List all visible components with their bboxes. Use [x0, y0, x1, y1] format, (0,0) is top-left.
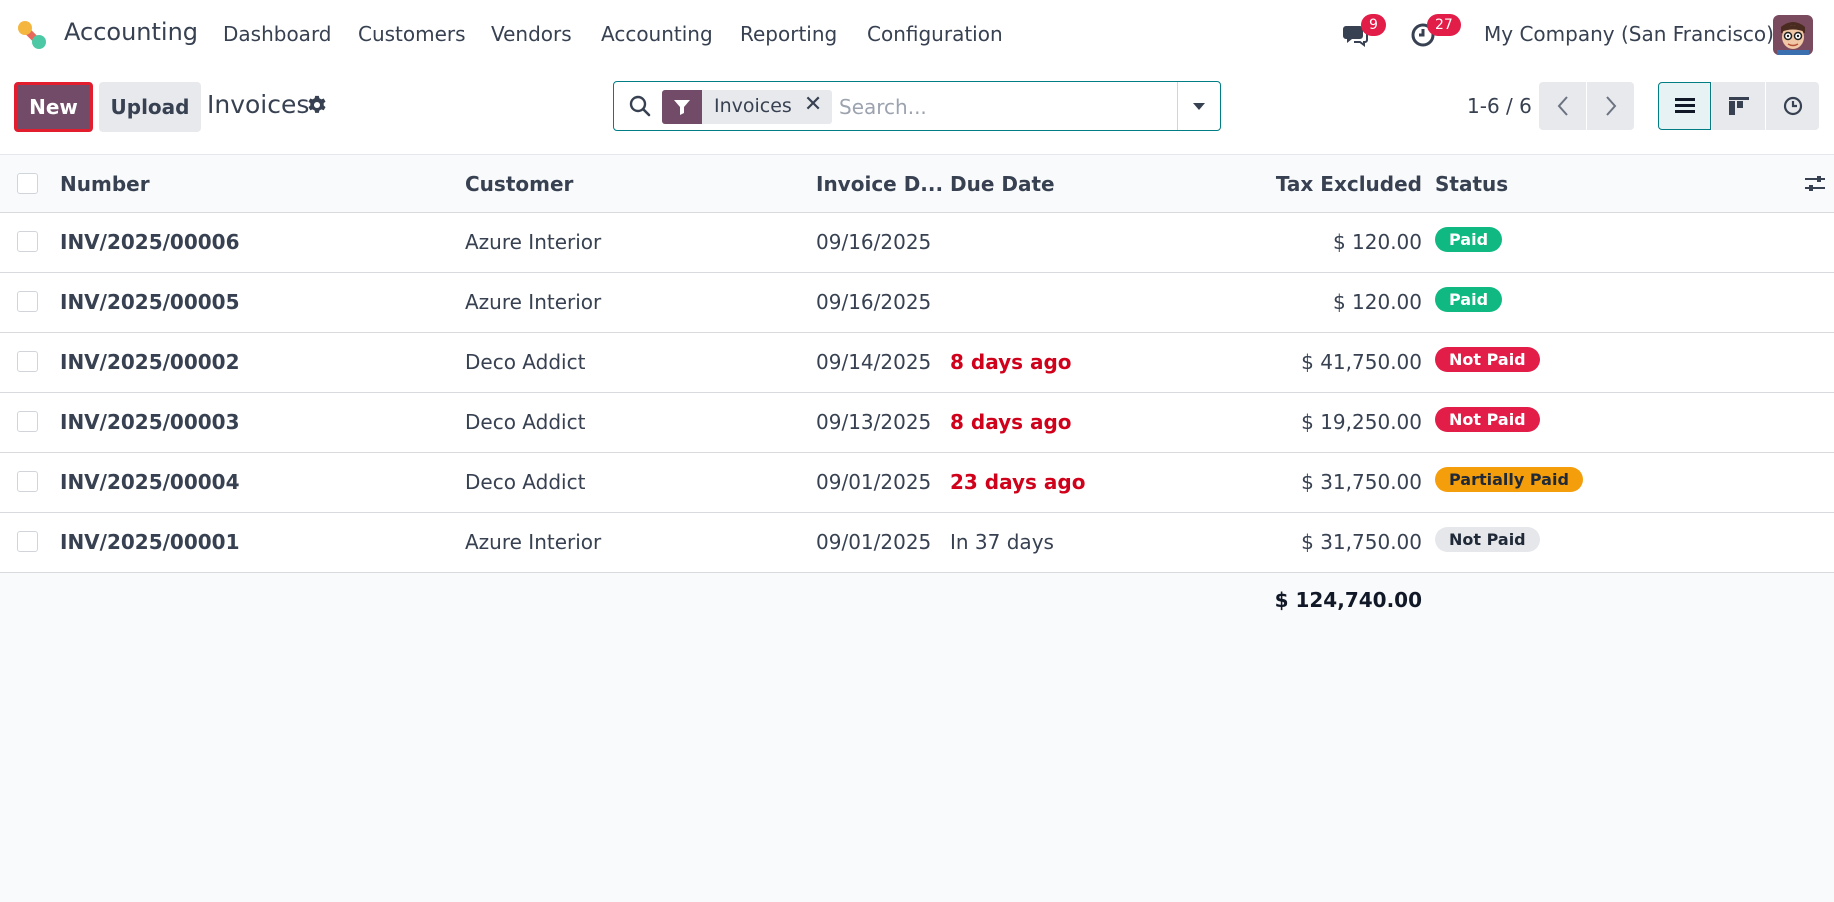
- cell-invoice-date: 09/01/2025: [816, 530, 932, 554]
- cell-customer: Azure Interior: [465, 530, 602, 554]
- app-name[interactable]: Accounting: [64, 18, 199, 46]
- menu-vendors[interactable]: Vendors: [491, 22, 572, 46]
- caret-down-icon: [1193, 103, 1205, 110]
- search-options-toggle[interactable]: [1177, 82, 1220, 130]
- activities-badge: 27: [1427, 14, 1461, 36]
- cell-tax-excluded: $ 19,250.00: [1301, 410, 1422, 434]
- menu-configuration[interactable]: Configuration: [867, 22, 1003, 46]
- header-tax-excluded[interactable]: Tax Excluded: [1275, 172, 1422, 196]
- upload-button[interactable]: Upload: [99, 82, 201, 132]
- kanban-view-icon: [1728, 97, 1749, 115]
- cell-invoice-date: 09/14/2025: [816, 350, 932, 374]
- company-switcher[interactable]: My Company (San Francisco): [1484, 22, 1774, 46]
- status-badge: Not Paid: [1435, 527, 1540, 552]
- menu-dashboard[interactable]: Dashboard: [223, 22, 332, 46]
- facet-close-icon[interactable]: ✕: [803, 92, 823, 117]
- tax-excluded-total: $ 124,740.00: [1274, 588, 1422, 612]
- status-badge: Not Paid: [1435, 407, 1540, 432]
- pager-previous-button[interactable]: [1539, 82, 1586, 130]
- cell-number: INV/2025/00005: [60, 290, 240, 314]
- user-avatar[interactable]: [1773, 15, 1813, 55]
- cell-due-date: 8 days ago: [950, 350, 1072, 374]
- status-badge: Paid: [1435, 287, 1503, 312]
- row-checkbox[interactable]: [17, 231, 38, 252]
- optional-columns-icon[interactable]: [1804, 173, 1826, 195]
- cell-customer: Deco Addict: [465, 470, 586, 494]
- menu-customers[interactable]: Customers: [358, 22, 466, 46]
- table-row[interactable]: INV/2025/00002 Deco Addict 09/14/2025 8 …: [0, 333, 1834, 393]
- cell-number: INV/2025/00004: [60, 470, 240, 494]
- select-all-checkbox[interactable]: [17, 173, 38, 194]
- cell-tax-excluded: $ 31,750.00: [1301, 530, 1422, 554]
- kanban-view-button[interactable]: [1712, 82, 1765, 130]
- cell-tax-excluded: $ 41,750.00: [1301, 350, 1422, 374]
- table-row[interactable]: INV/2025/00003 Deco Addict 09/13/2025 8 …: [0, 393, 1834, 453]
- cell-tax-excluded: $ 120.00: [1332, 290, 1422, 314]
- cell-number: INV/2025/00003: [60, 410, 240, 434]
- search-icon[interactable]: [628, 94, 652, 118]
- list-view-button[interactable]: [1658, 82, 1711, 130]
- cell-number: INV/2025/00006: [60, 230, 240, 254]
- activity-view-icon: [1783, 96, 1802, 116]
- header-invoice-date[interactable]: Invoice D...: [816, 172, 944, 196]
- menu-reporting[interactable]: Reporting: [740, 22, 838, 46]
- filter-icon: [662, 90, 702, 124]
- cell-invoice-date: 09/13/2025: [816, 410, 932, 434]
- search-input[interactable]: [839, 92, 1179, 122]
- activity-view-button[interactable]: [1766, 82, 1819, 130]
- cell-due-date: 23 days ago: [950, 470, 1086, 494]
- table-row[interactable]: INV/2025/00005 Azure Interior 09/16/2025…: [0, 273, 1834, 333]
- cell-customer: Azure Interior: [465, 230, 602, 254]
- cell-customer: Deco Addict: [465, 350, 586, 374]
- table-row[interactable]: INV/2025/00006 Azure Interior 09/16/2025…: [0, 213, 1834, 273]
- row-checkbox[interactable]: [17, 471, 38, 492]
- page-title: Invoices: [207, 90, 310, 119]
- table-row[interactable]: INV/2025/00001 Azure Interior 09/01/2025…: [0, 513, 1834, 573]
- status-badge: Partially Paid: [1435, 467, 1583, 492]
- new-button[interactable]: New: [14, 82, 93, 132]
- cell-due-date: In 37 days: [950, 530, 1054, 554]
- cell-number: INV/2025/00001: [60, 530, 240, 554]
- row-checkbox[interactable]: [17, 291, 38, 312]
- search-facet: Invoices ✕: [662, 90, 833, 124]
- header-customer[interactable]: Customer: [465, 172, 574, 196]
- control-panel: New Upload Invoices Invoices ✕ 1-6 / 6: [0, 70, 1834, 155]
- status-badge: Not Paid: [1435, 347, 1540, 372]
- search-bar: Invoices ✕: [613, 81, 1221, 131]
- cell-customer: Deco Addict: [465, 410, 586, 434]
- status-badge: Paid: [1435, 227, 1503, 252]
- cell-customer: Azure Interior: [465, 290, 602, 314]
- cell-due-date: 8 days ago: [950, 410, 1072, 434]
- cell-invoice-date: 09/16/2025: [816, 290, 932, 314]
- table-header: Number Customer Invoice D... Due Date Ta…: [0, 155, 1834, 213]
- cell-invoice-date: 09/16/2025: [816, 230, 932, 254]
- row-checkbox[interactable]: [17, 411, 38, 432]
- gear-icon[interactable]: [306, 94, 328, 116]
- pager-next-button[interactable]: [1587, 82, 1634, 130]
- header-due-date[interactable]: Due Date: [950, 172, 1055, 196]
- cell-tax-excluded: $ 31,750.00: [1301, 470, 1422, 494]
- row-checkbox[interactable]: [17, 531, 38, 552]
- header-number[interactable]: Number: [60, 172, 150, 196]
- facet-label: Invoices: [714, 95, 792, 117]
- pager-value[interactable]: 1-6 / 6: [1467, 94, 1532, 118]
- row-checkbox[interactable]: [17, 351, 38, 372]
- top-navbar: Accounting Dashboard Customers Vendors A…: [0, 0, 1834, 70]
- messages-badge: 9: [1361, 14, 1386, 36]
- chevron-left-icon: [1557, 96, 1568, 116]
- table-row[interactable]: INV/2025/00004 Deco Addict 09/01/2025 23…: [0, 453, 1834, 513]
- app-logo-icon[interactable]: [16, 19, 48, 51]
- menu-accounting[interactable]: Accounting: [601, 22, 713, 46]
- cell-number: INV/2025/00002: [60, 350, 240, 374]
- list-view-icon: [1674, 98, 1695, 113]
- chevron-right-icon: [1605, 96, 1616, 116]
- header-status[interactable]: Status: [1435, 172, 1509, 196]
- cell-tax-excluded: $ 120.00: [1332, 230, 1422, 254]
- cell-invoice-date: 09/01/2025: [816, 470, 932, 494]
